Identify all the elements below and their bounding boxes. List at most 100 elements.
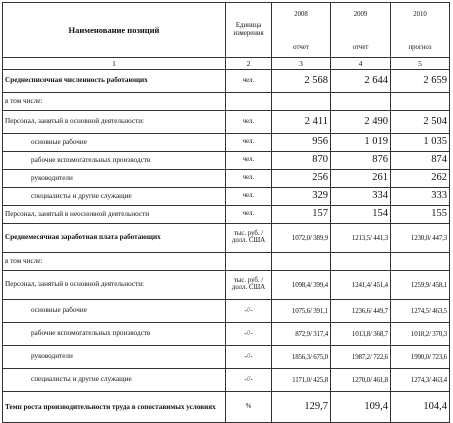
year-label: 2008 bbox=[294, 11, 308, 18]
table-row: основные рабочие -//- 1075,6/ 391,1 1236… bbox=[2, 299, 450, 323]
header-name: Наименование позиций bbox=[2, 2, 226, 58]
header-row: Наименование позиций Единица измерения 2… bbox=[2, 2, 450, 58]
value-2010: 1230,0/ 447,3 bbox=[390, 223, 450, 253]
value-2009: 1236,6/ 449,7 bbox=[330, 299, 391, 323]
value-2009 bbox=[330, 92, 391, 111]
row-label: специалисты и другие служащие bbox=[2, 187, 226, 206]
table-row: Персонал, занятый в основной деятельност… bbox=[2, 110, 450, 134]
row-label: основные рабочие bbox=[2, 299, 226, 323]
value-2008: 1171,0/ 425,8 bbox=[271, 368, 331, 392]
table-row: специалисты и другие служащие чел. 329 3… bbox=[2, 187, 450, 206]
row-label: в том числе: bbox=[2, 252, 226, 271]
value-2008: 329 bbox=[271, 187, 331, 206]
value-2010: 1018,2/ 370,3 bbox=[390, 322, 450, 346]
value-2010: 104,4 bbox=[390, 391, 450, 423]
row-unit: тыс. руб. / долл. США bbox=[225, 270, 272, 300]
row-label: специалисты и другие служащие bbox=[2, 368, 226, 392]
table-row: в том числе: bbox=[2, 92, 450, 111]
row-unit: -//- bbox=[225, 345, 272, 369]
value-2008: 1072,0/ 389,9 bbox=[271, 223, 331, 253]
table-row: Темп роста производительности труда в со… bbox=[2, 391, 450, 423]
row-unit: чел. bbox=[225, 205, 272, 224]
row-label: Персонал, занятый в основной деятельност… bbox=[2, 270, 226, 300]
year-status: отчет bbox=[352, 44, 369, 52]
row-unit: -//- bbox=[225, 299, 272, 323]
row-unit bbox=[225, 252, 272, 271]
value-2009: 1 019 bbox=[330, 133, 391, 152]
value-2010: 2 504 bbox=[390, 110, 450, 134]
table-row: руководители -//- 1856,3/ 675,0 1987,2/ … bbox=[2, 345, 450, 369]
value-2008: 872,9/ 317,4 bbox=[271, 322, 331, 346]
row-unit: -//- bbox=[225, 368, 272, 392]
header-year-2008: 2008 отчет bbox=[271, 2, 331, 58]
table-row: Среднесписочная численность работающих ч… bbox=[2, 69, 450, 93]
value-2009: 1241,4/ 451,4 bbox=[330, 270, 391, 300]
value-2008 bbox=[271, 92, 331, 111]
value-2009: 1213,5/ 441,3 bbox=[330, 223, 391, 253]
value-2010: 262 bbox=[390, 169, 450, 188]
value-2009: 334 bbox=[330, 187, 391, 206]
table-row: специалисты и другие служащие -//- 1171,… bbox=[2, 368, 450, 392]
column-number: 3 bbox=[271, 57, 331, 70]
value-2010: 1274,3/ 463,4 bbox=[390, 368, 450, 392]
value-2009: 1270,0/ 461,8 bbox=[330, 368, 391, 392]
header-year-2009: 2009 отчет bbox=[330, 2, 391, 58]
row-unit: чел. bbox=[225, 110, 272, 134]
value-2008: 129,7 bbox=[271, 391, 331, 423]
table-row: Персонал, занятый в основной деятельност… bbox=[2, 270, 450, 300]
row-label: Среднемесячная заработная плата работающ… bbox=[2, 223, 226, 253]
value-2008: 1075,6/ 391,1 bbox=[271, 299, 331, 323]
value-2010: 2 659 bbox=[390, 69, 450, 93]
value-2009: 261 bbox=[330, 169, 391, 188]
value-2010 bbox=[390, 252, 450, 271]
header-year-2010: 2010 прогноз bbox=[390, 2, 450, 58]
row-unit: чел. bbox=[225, 187, 272, 206]
column-number: 4 bbox=[330, 57, 391, 70]
value-2008: 256 bbox=[271, 169, 331, 188]
value-2009: 154 bbox=[330, 205, 391, 224]
value-2009 bbox=[330, 252, 391, 271]
value-2008: 2 411 bbox=[271, 110, 331, 134]
value-2009: 2 490 bbox=[330, 110, 391, 134]
value-2010: 1 035 bbox=[390, 133, 450, 152]
value-2009: 109,4 bbox=[330, 391, 391, 423]
year-status: прогноз bbox=[408, 44, 432, 52]
table-row: в том числе: bbox=[2, 252, 450, 271]
table-row: рабочие вспомогательных производств -//-… bbox=[2, 322, 450, 346]
table-row: рабочие вспомогательных производств чел.… bbox=[2, 151, 450, 170]
value-2010 bbox=[390, 92, 450, 111]
value-2009: 1987,2/ 722,6 bbox=[330, 345, 391, 369]
row-label: Персонал, занятый в неосновной деятельно… bbox=[2, 205, 226, 224]
column-number-row: 1 2 3 4 5 bbox=[2, 57, 450, 70]
value-2008 bbox=[271, 252, 331, 271]
row-label: Темп роста производительности труда в со… bbox=[2, 391, 226, 423]
value-2008: 157 bbox=[271, 205, 331, 224]
value-2010: 874 bbox=[390, 151, 450, 170]
table-row: руководители чел. 256 261 262 bbox=[2, 169, 450, 188]
row-label: Среднесписочная численность работающих bbox=[2, 69, 226, 93]
year-label: 2009 bbox=[353, 11, 368, 18]
value-2009: 876 bbox=[330, 151, 391, 170]
row-unit: -//- bbox=[225, 322, 272, 346]
value-2009: 2 644 bbox=[330, 69, 391, 93]
value-2010: 1274,5/ 463,5 bbox=[390, 299, 450, 323]
column-number: 1 bbox=[2, 57, 226, 70]
row-unit: чел. bbox=[225, 69, 272, 93]
row-unit bbox=[225, 92, 272, 111]
year-label: 2010 bbox=[413, 11, 427, 18]
header-unit: Единица измерения bbox=[225, 2, 272, 58]
row-unit: % bbox=[225, 391, 272, 423]
table-row: Среднемесячная заработная плата работающ… bbox=[2, 223, 450, 253]
value-2008: 2 568 bbox=[271, 69, 331, 93]
value-2009: 1013,8/ 368,7 bbox=[330, 322, 391, 346]
row-unit: чел. bbox=[225, 169, 272, 188]
row-label: основные рабочие bbox=[2, 133, 226, 152]
row-label: рабочие вспомогательных производств bbox=[2, 322, 226, 346]
row-label: руководители bbox=[2, 345, 226, 369]
value-2010: 333 bbox=[390, 187, 450, 206]
row-label: руководители bbox=[2, 169, 226, 188]
value-2010: 1259,9/ 458,1 bbox=[390, 270, 450, 300]
row-unit: чел. bbox=[225, 133, 272, 152]
value-2008: 956 bbox=[271, 133, 331, 152]
value-2010: 1990,0/ 723,6 bbox=[390, 345, 450, 369]
